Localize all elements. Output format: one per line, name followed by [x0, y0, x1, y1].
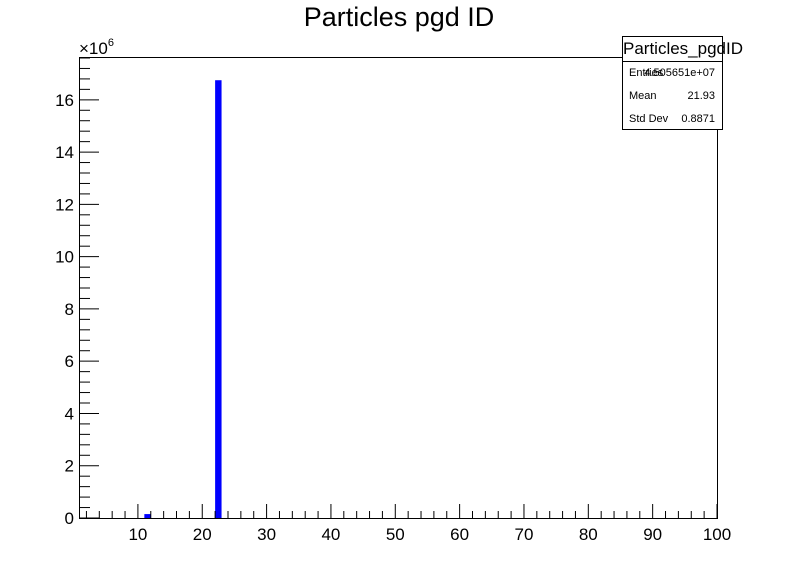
y-tick-label: 6 [65, 352, 74, 371]
plot-frame [79, 57, 718, 519]
x-tick-label: 10 [128, 525, 147, 544]
y-tick-label: 8 [65, 300, 74, 319]
stats-value: 21.93 [687, 90, 715, 102]
stats-label: Mean [629, 90, 657, 102]
stats-value: 4.505651e+07 [644, 67, 715, 79]
y-tick-label: 4 [65, 404, 74, 423]
stats-title: Particles_pgdID [623, 37, 743, 62]
stats-label: Entries [629, 67, 664, 79]
x-tick-label: 80 [579, 525, 598, 544]
histogram-bar [215, 80, 222, 518]
y-tick-label: 12 [55, 195, 74, 214]
x-tick-label: 100 [703, 525, 731, 544]
histogram-bar [144, 514, 151, 518]
y-tick-label: 2 [65, 457, 74, 476]
x-tick-label: 40 [321, 525, 340, 544]
y-tick-label: 10 [55, 248, 74, 267]
y-tick-label: 14 [55, 143, 74, 162]
stats-value: 0.8871 [681, 113, 715, 125]
x-tick-label: 50 [386, 525, 405, 544]
x-tick-label: 60 [450, 525, 469, 544]
stats-row-stddev: Std Dev 0.8871 [623, 108, 722, 131]
stats-box: Particles_pgdID Entries 4.505651e+07 Mea… [622, 36, 743, 131]
chart-title: Particles pgd ID [303, 2, 495, 32]
stats-row-entries: Entries 4.505651e+07 [623, 62, 722, 85]
y-tick-label: 0 [65, 509, 74, 528]
y-tick-label: 16 [55, 91, 74, 110]
x-tick-label: 90 [643, 525, 662, 544]
y-multiplier: ×106 [79, 37, 114, 58]
x-tick-label: 20 [193, 525, 212, 544]
stats-label: Std Dev [629, 113, 669, 125]
stats-row-mean: Mean 21.93 [623, 85, 722, 108]
x-tick-label: 70 [515, 525, 534, 544]
x-tick-label: 30 [257, 525, 276, 544]
